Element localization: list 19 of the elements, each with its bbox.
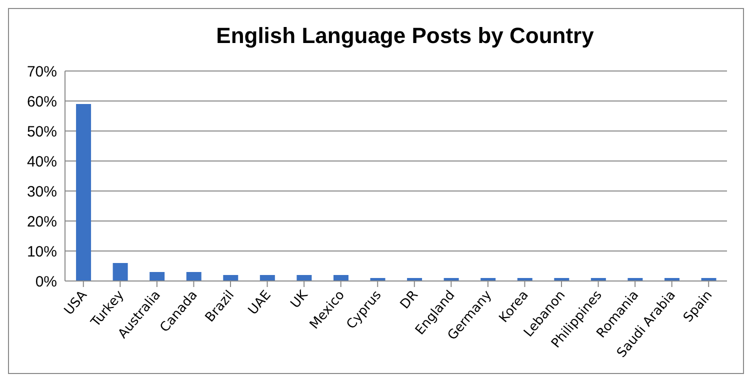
y-tick-label: 40% — [26, 153, 57, 170]
y-tick-label: 0% — [35, 273, 57, 290]
bar — [112, 263, 128, 281]
bar — [223, 275, 238, 281]
bar — [76, 104, 92, 281]
y-tick-label: 30% — [26, 183, 57, 200]
bar — [260, 275, 275, 281]
y-tick-label: 70% — [26, 63, 57, 80]
bar — [333, 275, 348, 281]
y-tick-label: 50% — [26, 123, 57, 140]
bar — [186, 272, 202, 281]
x-tick-label: USA — [62, 288, 91, 318]
y-tick-label: 60% — [26, 93, 57, 110]
y-tick-label: 10% — [26, 243, 57, 260]
x-tick-label: UK — [288, 288, 312, 312]
bar — [150, 272, 165, 281]
chart-title: English Language Posts by Country — [215, 23, 595, 49]
bar — [296, 275, 312, 281]
y-tick-label: 20% — [26, 213, 57, 230]
